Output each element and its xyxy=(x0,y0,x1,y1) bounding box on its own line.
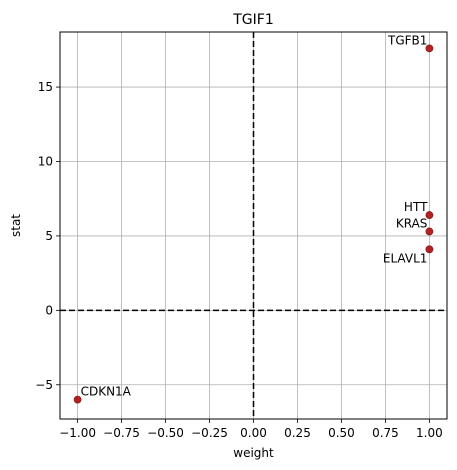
y-tick-label: 5 xyxy=(45,229,53,243)
reference-lines xyxy=(60,32,447,419)
x-tick-label: 1.00 xyxy=(416,426,443,440)
point-labels: TGFB1 HTT KRAS ELAVL1 CDKN1A xyxy=(81,33,428,398)
point-label: KRAS xyxy=(396,216,428,230)
x-tick-label: −0.50 xyxy=(147,426,184,440)
point-label: TGFB1 xyxy=(387,33,427,47)
y-axis-label: stat xyxy=(9,214,23,237)
y-tick-label: 0 xyxy=(45,303,53,317)
data-point xyxy=(73,395,82,404)
point-label: CDKN1A xyxy=(81,385,132,399)
x-tick-label: 0.75 xyxy=(372,426,399,440)
y-tick-label: −5 xyxy=(35,378,53,392)
x-tick-label: 0.25 xyxy=(284,426,311,440)
data-point xyxy=(425,44,434,53)
y-tick-label: 15 xyxy=(38,80,53,94)
y-axis-ticks: −5 0 5 10 15 xyxy=(35,80,60,392)
y-tick-label: 10 xyxy=(38,154,53,168)
x-tick-label: −0.25 xyxy=(191,426,228,440)
data-point xyxy=(425,227,434,236)
x-axis-label: weight xyxy=(233,446,274,460)
x-tick-label: 0.50 xyxy=(328,426,355,440)
x-tick-label: 0.00 xyxy=(240,426,267,440)
x-tick-label: −1.00 xyxy=(59,426,96,440)
data-point xyxy=(425,245,434,254)
x-axis-ticks: −1.00 −0.75 −0.50 −0.25 0.00 0.25 0.50 0.75 1.00 xyxy=(59,419,443,440)
point-label: ELAVL1 xyxy=(383,251,428,265)
x-tick-label: −0.75 xyxy=(103,426,140,440)
point-label: HTT xyxy=(404,200,428,214)
chart-title: TGIF1 xyxy=(232,12,274,28)
data-points xyxy=(73,44,434,404)
data-point xyxy=(425,211,434,219)
